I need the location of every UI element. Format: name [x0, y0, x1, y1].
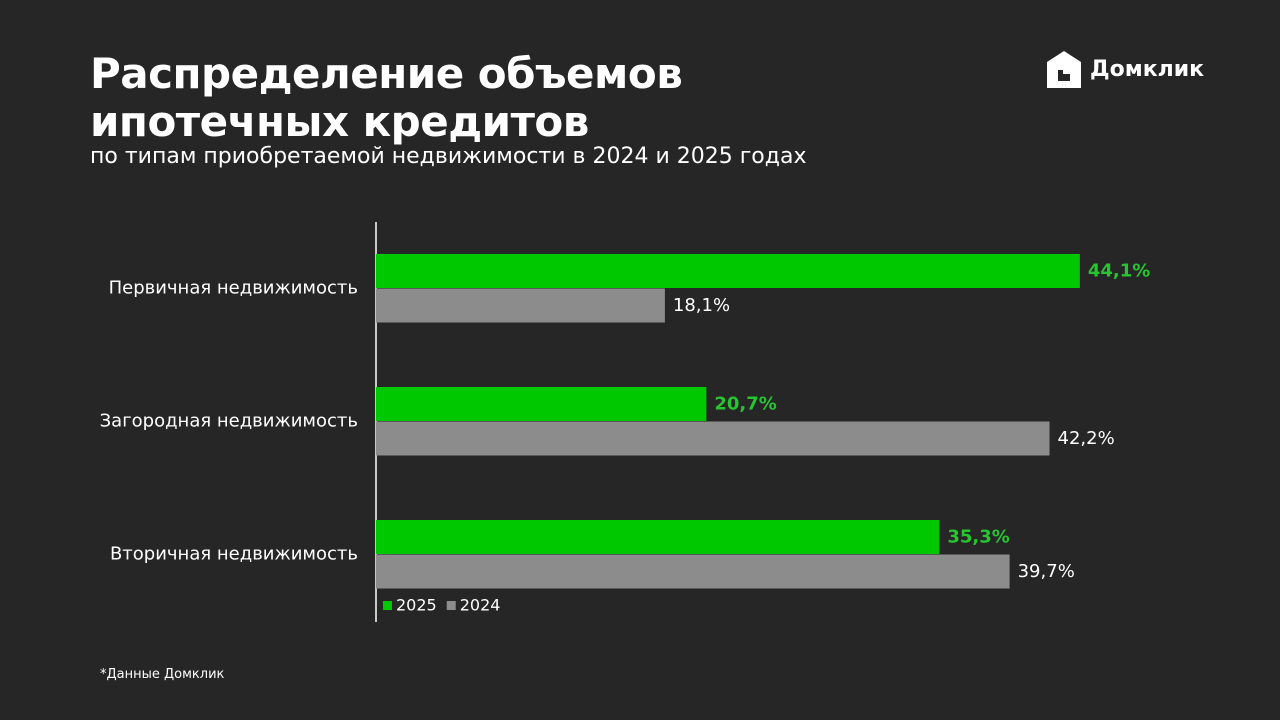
logo-icon [1047, 51, 1081, 88]
bar [376, 254, 1080, 288]
bar [376, 288, 665, 323]
legend-swatch [446, 601, 456, 610]
legend-label: 2024 [460, 596, 501, 615]
legend-label: 2025 [396, 596, 437, 615]
value-label: 42,2% [1058, 428, 1115, 449]
footnote: *Данные Домклик [100, 667, 225, 682]
value-label: 20,7% [714, 393, 776, 414]
chart-subtitle: по типам приобретаемой недвижимости в 20… [90, 144, 807, 169]
legend-swatch [383, 601, 392, 610]
value-label: 44,1% [1088, 260, 1150, 281]
value-label: 35,3% [947, 526, 1009, 547]
bar [376, 421, 1050, 456]
chart-title: Распределение объемов ипотечных кредитов [90, 49, 683, 146]
category-label: Загородная недвижимость [100, 411, 358, 432]
value-label: 39,7% [1018, 561, 1075, 582]
bar [376, 520, 940, 554]
bar [376, 554, 1010, 589]
logo-text: Домклик [1090, 57, 1204, 82]
value-label: 18,1% [673, 295, 730, 316]
logo: Домклик [1047, 51, 1204, 88]
bar [376, 387, 707, 421]
category-label: Первичная недвижимость [109, 278, 358, 299]
category-label: Вторичная недвижимость [110, 544, 358, 565]
